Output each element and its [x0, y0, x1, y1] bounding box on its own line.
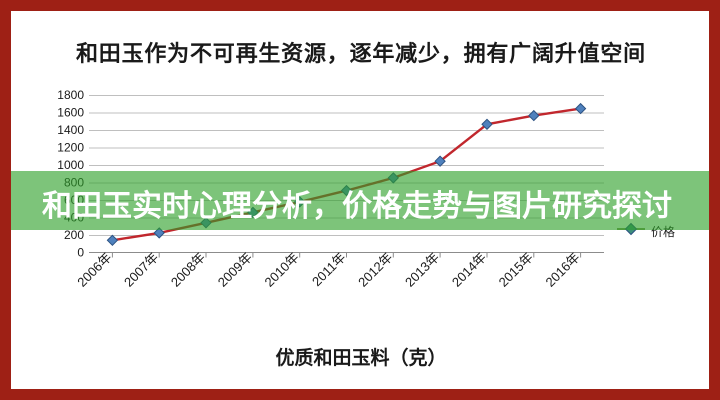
svg-text:1000: 1000 [57, 158, 84, 172]
svg-text:2011年: 2011年 [309, 250, 349, 290]
svg-text:2010年: 2010年 [262, 250, 302, 290]
svg-text:2009年: 2009年 [215, 250, 255, 290]
svg-text:200: 200 [64, 228, 84, 242]
svg-text:1600: 1600 [57, 106, 84, 120]
svg-text:1200: 1200 [57, 141, 84, 155]
svg-text:0: 0 [77, 246, 84, 260]
svg-text:1400: 1400 [57, 123, 84, 137]
svg-text:2016年: 2016年 [542, 250, 582, 290]
svg-text:2008年: 2008年 [168, 250, 208, 290]
svg-text:2013年: 2013年 [402, 250, 442, 290]
svg-text:2007年: 2007年 [121, 250, 161, 290]
svg-text:1800: 1800 [57, 88, 84, 102]
svg-text:2012年: 2012年 [355, 250, 395, 290]
svg-text:2014年: 2014年 [449, 250, 489, 290]
svg-text:2015年: 2015年 [496, 250, 536, 290]
